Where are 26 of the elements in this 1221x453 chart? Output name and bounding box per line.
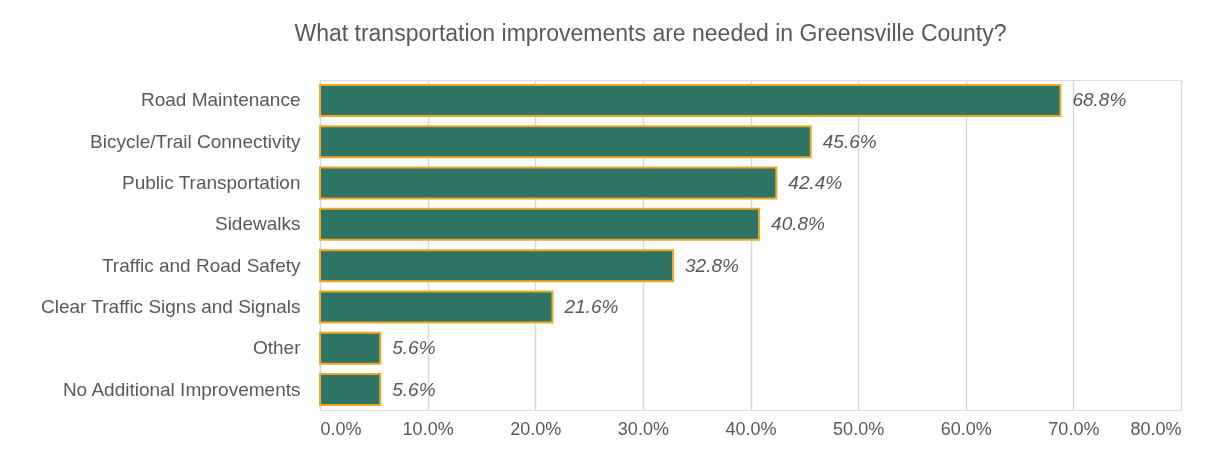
x-tick-label: 40.0% bbox=[725, 418, 777, 439]
y-tick-label: No Additional Improvements bbox=[62, 378, 301, 400]
data-label: 21.6% bbox=[563, 295, 619, 317]
x-tick-label: 10.0% bbox=[402, 418, 454, 439]
data-label: 5.6% bbox=[392, 337, 436, 359]
x-tick-label: 70.0% bbox=[1048, 418, 1100, 439]
y-tick-label: Clear Traffic Signs and Signals bbox=[41, 295, 301, 317]
data-label: 5.6% bbox=[392, 378, 436, 400]
x-tick-label: 20.0% bbox=[510, 418, 562, 439]
y-tick-label: Road Maintenance bbox=[141, 89, 301, 111]
data-label: 68.8% bbox=[1072, 89, 1127, 111]
y-tick-label: Bicycle/Trail Connectivity bbox=[90, 130, 301, 152]
y-tick-label: Public Transportation bbox=[122, 172, 301, 194]
x-tick-label: 80.0% bbox=[1130, 418, 1182, 439]
chart-title: What transportation improvements are needed in Greensville County? bbox=[294, 20, 1007, 46]
data-label: 45.6% bbox=[822, 130, 877, 152]
data-label: 32.8% bbox=[685, 254, 739, 276]
x-tick-label: 30.0% bbox=[617, 418, 669, 439]
x-tick-label: 0.0% bbox=[320, 418, 362, 439]
x-tick-label: 50.0% bbox=[833, 418, 885, 439]
y-tick-label: Other bbox=[252, 337, 302, 359]
data-label: 42.4% bbox=[788, 172, 843, 194]
data-label: 40.8% bbox=[771, 213, 826, 235]
y-tick-label: Traffic and Road Safety bbox=[101, 254, 301, 276]
y-tick-label: Sidewalks bbox=[214, 213, 301, 235]
x-tick-label: 60.0% bbox=[940, 418, 992, 439]
